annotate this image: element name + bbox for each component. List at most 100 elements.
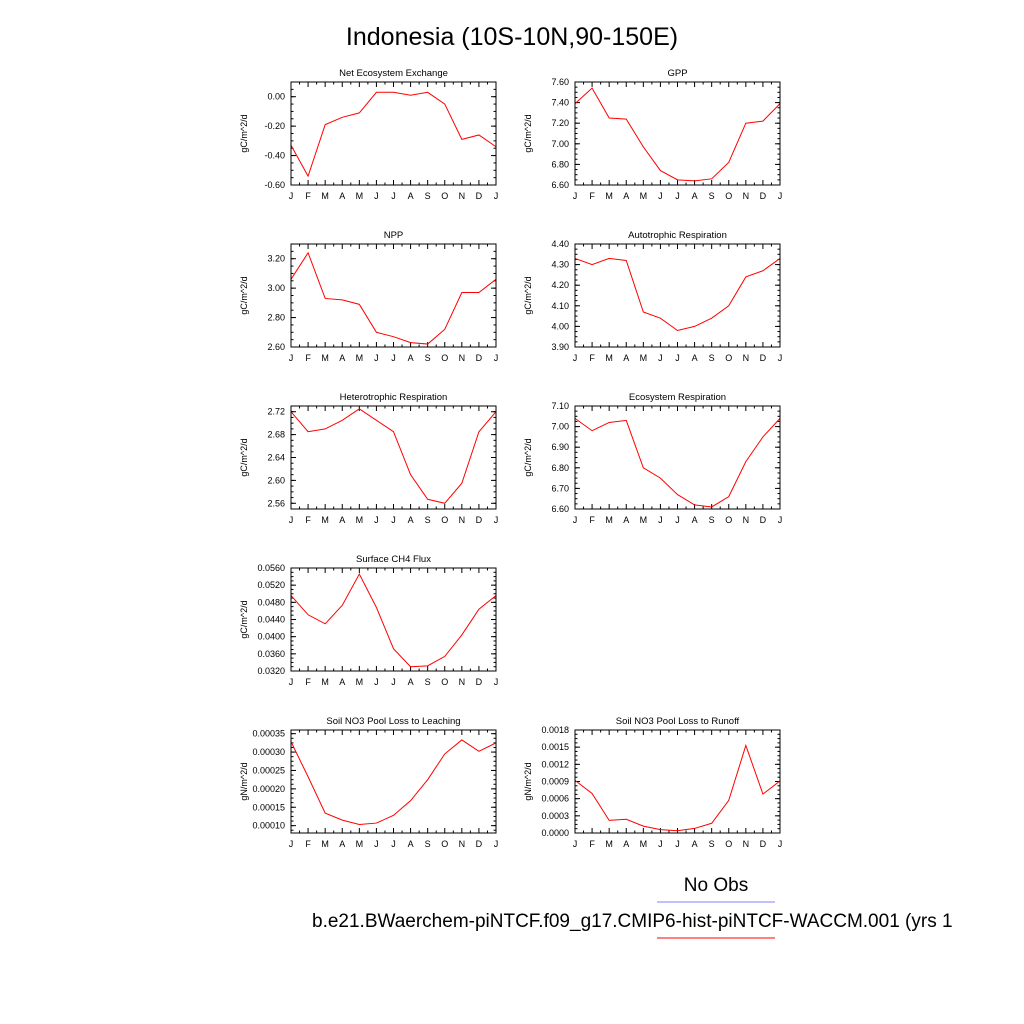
x-tick-label: J: [675, 353, 680, 363]
y-tick-label: 7.10: [551, 401, 569, 411]
x-tick-label: O: [441, 353, 448, 363]
x-tick-label: J: [374, 353, 379, 363]
x-tick-label: M: [640, 839, 648, 849]
y-tick-label: 6.90: [551, 442, 569, 452]
x-tick-label: M: [640, 353, 648, 363]
y-tick-label: 0.0018: [541, 725, 569, 735]
y-axis-label: gC/m^2/d: [239, 276, 249, 314]
x-tick-label: J: [289, 515, 294, 525]
x-tick-label: J: [494, 191, 499, 201]
x-tick-label: D: [476, 839, 483, 849]
plot-frame: [574, 243, 781, 348]
x-tick-label: J: [374, 677, 379, 687]
y-tick-label: 0.0009: [541, 777, 569, 787]
y-tick-label: 2.72: [267, 407, 285, 417]
x-tick-label: F: [305, 515, 311, 525]
x-tick-label: J: [494, 839, 499, 849]
panel-title: Soil NO3 Pool Loss to Runoff: [616, 716, 740, 727]
x-tick-label: J: [573, 353, 578, 363]
x-tick-label: J: [391, 677, 396, 687]
y-tick-label: 0.0320: [257, 666, 285, 676]
plot-frame: [574, 81, 781, 186]
x-tick-label: O: [725, 839, 732, 849]
x-tick-label: A: [339, 191, 345, 201]
y-tick-label: 2.64: [267, 453, 285, 463]
x-tick-label: M: [356, 839, 364, 849]
y-tick-label: 4.30: [551, 260, 569, 270]
y-tick-label: 0.0560: [257, 563, 285, 573]
y-tick-label: 6.70: [551, 483, 569, 493]
legend-model-label: b.e21.BWaerchem-piNTCF.f09_g17.CMIP6-his…: [312, 911, 953, 932]
series-line: [290, 739, 497, 826]
x-tick-label: A: [623, 515, 629, 525]
x-tick-label: M: [605, 839, 613, 849]
x-tick-label: D: [760, 191, 767, 201]
y-tick-label: 0.00: [267, 92, 285, 102]
y-axis-label: gC/m^2/d: [239, 114, 249, 152]
x-tick-label: O: [725, 191, 732, 201]
y-tick-label: 0.0440: [257, 615, 285, 625]
x-tick-label: N: [459, 839, 466, 849]
x-tick-label: J: [778, 353, 783, 363]
y-tick-label: 0.00010: [252, 821, 285, 831]
x-tick-label: M: [321, 353, 329, 363]
x-tick-label: D: [476, 515, 483, 525]
x-tick-label: D: [476, 353, 483, 363]
x-tick-label: A: [408, 191, 414, 201]
x-tick-label: F: [305, 191, 311, 201]
x-tick-label: J: [658, 839, 663, 849]
x-tick-label: J: [778, 839, 783, 849]
series-line: [574, 257, 781, 332]
legend-obs-label: No Obs: [684, 875, 748, 896]
y-tick-label: 6.60: [551, 504, 569, 514]
x-tick-label: J: [494, 515, 499, 525]
x-tick-label: J: [658, 353, 663, 363]
x-tick-label: D: [760, 515, 767, 525]
x-tick-label: D: [476, 191, 483, 201]
x-tick-label: O: [441, 515, 448, 525]
x-tick-label: J: [573, 839, 578, 849]
y-axis-label: gC/m^2/d: [239, 600, 249, 638]
y-tick-label: 7.00: [551, 139, 569, 149]
plot-frame: [290, 405, 497, 510]
y-axis-label: gN/m^2/d: [523, 762, 533, 800]
x-tick-label: A: [692, 191, 698, 201]
x-tick-label: F: [305, 839, 311, 849]
y-tick-label: 2.60: [267, 342, 285, 352]
x-tick-label: J: [675, 191, 680, 201]
x-tick-label: N: [459, 677, 466, 687]
y-tick-label: -0.40: [264, 151, 285, 161]
x-tick-label: D: [476, 677, 483, 687]
y-tick-label: 0.00035: [252, 729, 285, 739]
x-tick-label: S: [425, 353, 431, 363]
series-line: [290, 91, 497, 178]
x-tick-label: J: [289, 839, 294, 849]
x-tick-label: J: [374, 515, 379, 525]
x-tick-label: J: [289, 353, 294, 363]
x-tick-label: J: [573, 191, 578, 201]
y-tick-label: 3.90: [551, 342, 569, 352]
y-tick-label: 7.20: [551, 118, 569, 128]
page-title: Indonesia (10S-10N,90-150E): [346, 23, 678, 51]
y-tick-label: 0.0480: [257, 597, 285, 607]
series-line: [574, 417, 781, 508]
y-tick-label: 0.00030: [252, 747, 285, 757]
x-tick-label: J: [675, 515, 680, 525]
panel-title: Soil NO3 Pool Loss to Leaching: [326, 716, 460, 727]
plot-frame: [290, 729, 497, 834]
x-tick-label: S: [425, 677, 431, 687]
x-tick-label: O: [441, 839, 448, 849]
plot-frame: [574, 405, 781, 510]
x-tick-label: A: [692, 353, 698, 363]
x-tick-label: A: [339, 515, 345, 525]
y-tick-label: 4.00: [551, 321, 569, 331]
x-tick-label: M: [321, 191, 329, 201]
x-tick-label: A: [339, 677, 345, 687]
x-tick-label: A: [692, 515, 698, 525]
